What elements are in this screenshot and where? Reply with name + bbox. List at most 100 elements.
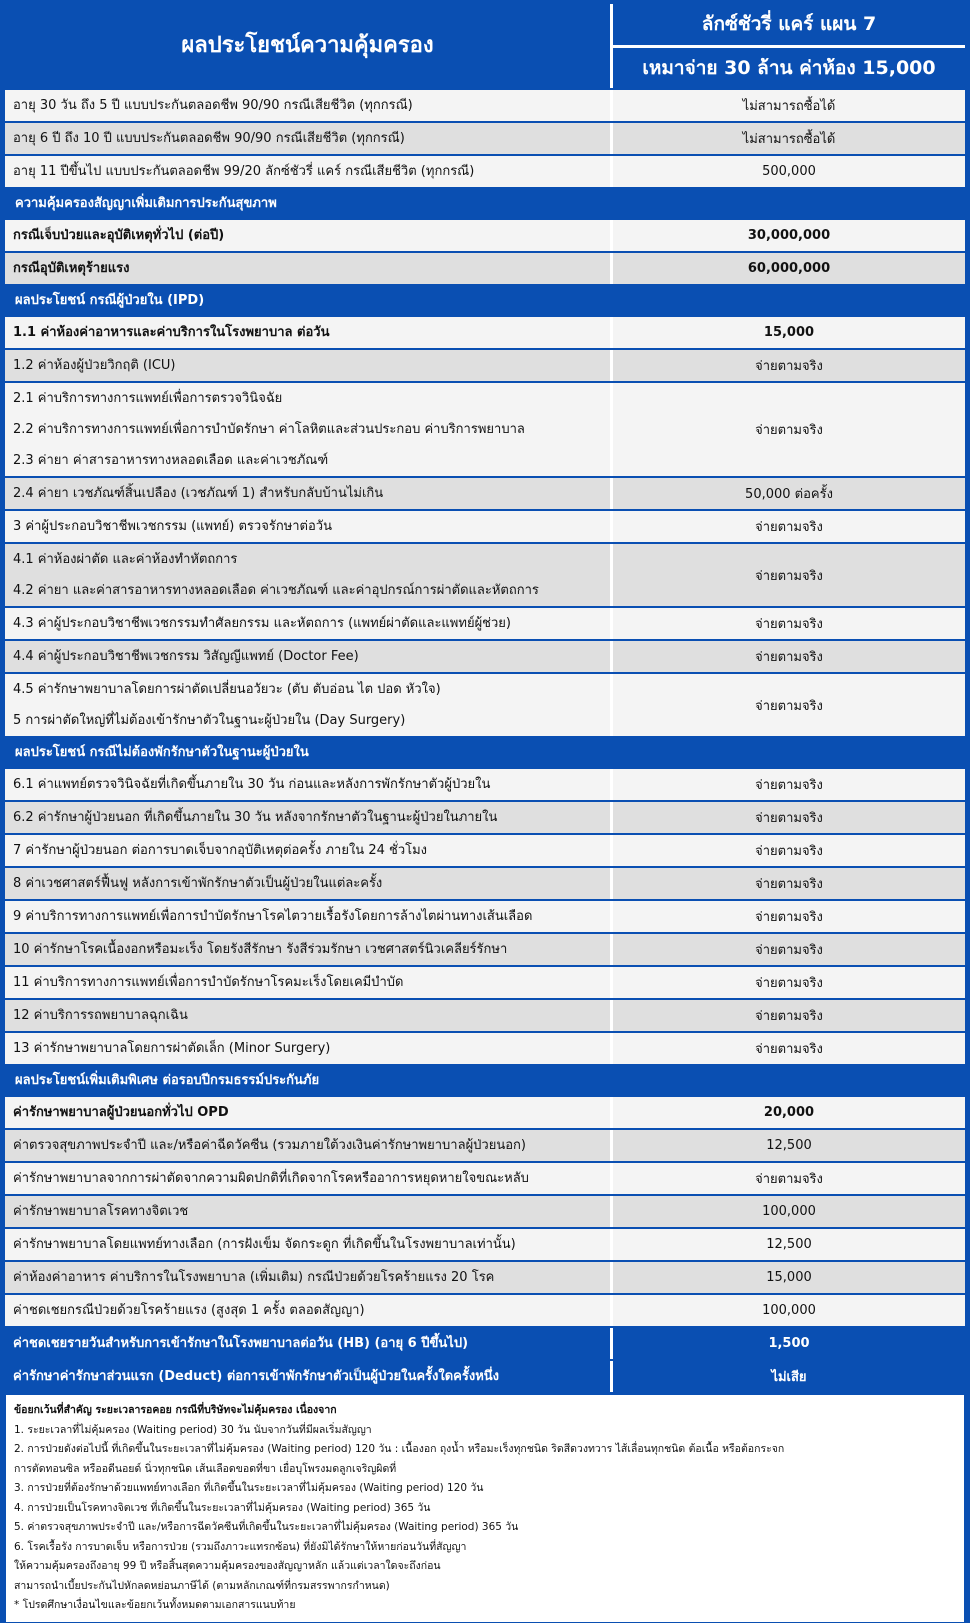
table-row: 3 ค่าผู้ประกอบวิชาชีพเวชกรรม (แพทย์) ตรว… [5, 509, 965, 542]
note-line: สามารถนำเบี้ยประกันไปหักลดหย่อนภาษีได้ (… [14, 1579, 390, 1592]
benefit-line: ค่ารักษาพยาบาลจากการผ่าตัดจากความผิดปกติ… [13, 1171, 529, 1186]
table-row: 6.2 ค่ารักษาผู้ป่วยนอก ที่เกิดขึ้นภายใน … [5, 800, 965, 833]
benefit-line: 10 ค่ารักษาโรคเนื้องอกหรือมะเร็ง โดยรังส… [13, 942, 508, 957]
benefit-value: จ่ายตามจริง [610, 1000, 965, 1031]
benefit-line: 5 การผ่าตัดใหญ่ที่ไม่ต้องเข้ารักษาตัวในฐ… [13, 713, 406, 728]
benefit-value: จ่ายตามจริง [610, 967, 965, 998]
table-row: 9 ค่าบริการทางการแพทย์เพื่อการบำบัดรักษา… [5, 899, 965, 932]
benefit-value: 15,000 [610, 317, 965, 348]
benefit-value: 100,000 [610, 1295, 965, 1326]
benefit-label: 1.2 ค่าห้องผู้ป่วยวิกฤติ (ICU) [5, 350, 610, 381]
table-row: 12 ค่าบริการรถพยาบาลฉุกเฉิน จ่ายตามจริง [5, 998, 965, 1031]
benefit-line: 13 ค่ารักษาพยาบาลโดยการผ่าตัดเล็ก (Minor… [13, 1041, 331, 1056]
benefit-line: ค่ารักษาพยาบาลโรคทางจิตเวช [13, 1204, 189, 1219]
benefit-line: 6.1 ค่าแพทย์ตรวจวินิจฉัยที่เกิดขึ้นภายใน… [13, 777, 491, 792]
note-line: 2. การป่วยดังต่อไปนี้ ที่เกิดขึ้นในระยะเ… [14, 1443, 785, 1455]
benefit-label: อายุ 11 ปีขึ้นไป แบบประกันตลอดชีพ 99/20 … [5, 156, 610, 187]
table-row: 1.2 ค่าห้องผู้ป่วยวิกฤติ (ICU) จ่ายตามจริ… [5, 348, 965, 381]
table-row: ค่ารักษาพยาบาลโดยแพทย์ทางเลือก (การฝังเข… [5, 1227, 965, 1260]
benefit-label: ค่าชดเชยกรณีป่วยด้วยโรคร้ายแรง (สูงสุด 1… [5, 1295, 610, 1326]
table-row: กรณีเจ็บป่วยและอุบัติเหตุทั่วไป (ต่อปี) 3… [5, 218, 965, 251]
benefit-line: ค่าชดเชยกรณีป่วยด้วยโรคร้ายแรง (สูงสุด 1… [13, 1303, 365, 1318]
benefit-label: 10 ค่ารักษาโรคเนื้องอกหรือมะเร็ง โดยรังส… [5, 934, 610, 965]
table-row: 1.1 ค่าห้องค่าอาหารและค่าบริการในโรงพยาบ… [5, 315, 965, 348]
section-header: ผลประโยชน์ กรณีไม่ต้องพักรักษาตัวในฐานะผ… [5, 736, 965, 767]
table-row: 4.4 ค่าผู้ประกอบวิชาชีพเวชกรรม วิสัญญีแพ… [5, 639, 965, 672]
benefit-label: กรณีอุบัติเหตุร้ายแรง [5, 253, 610, 284]
benefit-line: 11 ค่าบริการทางการแพทย์เพื่อการบำบัดรักษ… [13, 975, 404, 990]
table-row: 7 ค่ารักษาผู้ป่วยนอก ต่อการบาดเจ็บจากอุบ… [5, 833, 965, 866]
benefit-label: ค่าชดเชยรายวันสำหรับการเข้ารักษาในโรงพยา… [5, 1328, 610, 1359]
benefit-label: ค่ารักษาพยาบาลผู้ป่วยนอกทั่วไป OPD [5, 1097, 610, 1128]
benefit-label: ค่ารักษาพยาบาลจากการผ่าตัดจากความผิดปกติ… [5, 1163, 610, 1194]
section-header: ความคุ้มครองสัญญาเพิ่มเติมการประกันสุขภา… [5, 187, 965, 218]
benefit-label: 4.5 ค่ารักษาพยาบาลโดยการผ่าตัดเปลี่ยนอวั… [5, 674, 610, 736]
benefit-line: ค่าตรวจสุขภาพประจำปี และ/หรือค่าฉีดวัคซี… [13, 1138, 526, 1153]
table-row: ค่าตรวจสุขภาพประจำปี และ/หรือค่าฉีดวัคซี… [5, 1128, 965, 1161]
benefit-line: กรณีเจ็บป่วยและอุบัติเหตุทั่วไป (ต่อปี) [13, 228, 225, 243]
benefit-label: 7 ค่ารักษาผู้ป่วยนอก ต่อการบาดเจ็บจากอุบ… [5, 835, 610, 866]
table-row: ค่ารักษาค่ารักษาส่วนแรก (Deduct) ต่อการเ… [5, 1359, 965, 1392]
note-line: 4. การป่วยเป็นโรคทางจิตเวช ที่เกิดขึ้นใน… [14, 1501, 431, 1514]
benefit-line: กรณีอุบัติเหตุร้ายแรง [13, 261, 130, 276]
benefit-value: จ่ายตามจริง [610, 641, 965, 672]
benefit-label: 3 ค่าผู้ประกอบวิชาชีพเวชกรรม (แพทย์) ตรว… [5, 511, 610, 542]
benefit-line: 6.2 ค่ารักษาผู้ป่วยนอก ที่เกิดขึ้นภายใน … [13, 810, 498, 825]
benefit-label: 13 ค่ารักษาพยาบาลโดยการผ่าตัดเล็ก (Minor… [5, 1033, 610, 1064]
benefit-line: ค่ารักษาค่ารักษาส่วนแรก (Deduct) ต่อการเ… [13, 1369, 500, 1384]
benefit-value: จ่ายตามจริง [610, 544, 965, 606]
note-line: ให้ความคุ้มครองถึงอายุ 99 ปี หรือสิ้นสุด… [14, 1560, 441, 1572]
notes-title: ข้อยกเว้นที่สำคัญ ระยะเวลารอคอย กรณีที่บ… [14, 1404, 337, 1416]
benefit-label: ค่ารักษาพยาบาลโรคทางจิตเวช [5, 1196, 610, 1227]
plan-header: ลักซ์ชัวรี่ แคร์ แผน 7 เหมาจ่าย 30 ล้าน … [610, 4, 965, 88]
note-line: 3. การป่วยที่ต้องรักษาด้วยแพทย์ทางเลือก … [14, 1482, 484, 1494]
table-header: ผลประโยชน์ความคุ้มครอง ลักซ์ชัวรี่ แคร์ … [5, 0, 965, 88]
benefit-line: อายุ 6 ปี ถึง 10 ปี แบบประกันตลอดชีพ 90/… [13, 131, 405, 146]
plan-name: ลักซ์ชัวรี่ แคร์ แผน 7 [701, 13, 877, 36]
plan-subtitle: เหมาจ่าย 30 ล้าน ค่าห้อง 15,000 [613, 44, 965, 89]
benefit-value: 50,000 ต่อครั้ง [610, 478, 965, 509]
table-row: อายุ 6 ปี ถึง 10 ปี แบบประกันตลอดชีพ 90/… [5, 121, 965, 154]
benefit-line: 4.2 ค่ายา และค่าสารอาหารทางหลอดเลือด ค่า… [13, 583, 539, 598]
benefit-label: อายุ 6 ปี ถึง 10 ปี แบบประกันตลอดชีพ 90/… [5, 123, 610, 154]
benefit-label: 11 ค่าบริการทางการแพทย์เพื่อการบำบัดรักษ… [5, 967, 610, 998]
benefits-table: ผลประโยชน์ความคุ้มครอง ลักซ์ชัวรี่ แคร์ … [5, 0, 965, 1623]
table-row: ค่าชดเชยกรณีป่วยด้วยโรคร้ายแรง (สูงสุด 1… [5, 1293, 965, 1326]
benefit-line: 4.4 ค่าผู้ประกอบวิชาชีพเวชกรรม วิสัญญีแพ… [13, 649, 359, 664]
benefit-line: 4.5 ค่ารักษาพยาบาลโดยการผ่าตัดเปลี่ยนอวั… [13, 682, 441, 697]
benefit-value: จ่ายตามจริง [610, 511, 965, 542]
benefit-label: ค่ารักษาค่ารักษาส่วนแรก (Deduct) ต่อการเ… [5, 1361, 610, 1392]
benefit-value: จ่ายตามจริง [610, 350, 965, 381]
benefit-value: 60,000,000 [610, 253, 965, 284]
table-row: 4.5 ค่ารักษาพยาบาลโดยการผ่าตัดเปลี่ยนอวั… [5, 672, 965, 736]
table-row: 2.4 ค่ายา เวชภัณฑ์สิ้นเปลือง (เวชภัณฑ์ 1… [5, 476, 965, 509]
benefit-value: 12,500 [610, 1229, 965, 1260]
benefit-line: 8 ค่าเวชศาสตร์ฟื้นฟู หลังการเข้าพักรักษา… [13, 876, 383, 891]
benefit-value: จ่ายตามจริง [610, 835, 965, 866]
table-row: 8 ค่าเวชศาสตร์ฟื้นฟู หลังการเข้าพักรักษา… [5, 866, 965, 899]
benefit-value: จ่ายตามจริง [610, 1163, 965, 1194]
exclusions-notes: ข้อยกเว้นที่สำคัญ ระยะเวลารอคอย กรณีที่บ… [5, 1394, 965, 1623]
table-row: 4.3 ค่าผู้ประกอบวิชาชีพเวชกรรมทำศัลยกรรม… [5, 606, 965, 639]
table-row: กรณีอุบัติเหตุร้ายแรง 60,000,000 [5, 251, 965, 284]
benefit-value: 12,500 [610, 1130, 965, 1161]
header-title: ผลประโยชน์ความคุ้มครอง [181, 32, 434, 58]
benefit-value: จ่ายตามจริง [610, 868, 965, 899]
table-row: 10 ค่ารักษาโรคเนื้องอกหรือมะเร็ง โดยรังส… [5, 932, 965, 965]
benefit-value: จ่ายตามจริง [610, 901, 965, 932]
table-row: ค่ารักษาพยาบาลผู้ป่วยนอกทั่วไป OPD 20,000 [5, 1095, 965, 1128]
benefit-label: ค่าตรวจสุขภาพประจำปี และ/หรือค่าฉีดวัคซี… [5, 1130, 610, 1161]
benefit-label: ค่าห้องค่าอาหาร ค่าบริการในโรงพยาบาล (เพ… [5, 1262, 610, 1293]
benefit-line: 2.1 ค่าบริการทางการแพทย์เพื่อการตรวจวินิ… [13, 391, 283, 406]
benefit-value: จ่ายตามจริง [610, 1033, 965, 1064]
table-row: 13 ค่ารักษาพยาบาลโดยการผ่าตัดเล็ก (Minor… [5, 1031, 965, 1064]
note-line: 5. ค่าตรวจสุขภาพประจำปี และ/หรือการฉีดวั… [14, 1521, 519, 1533]
benefit-value: ไม่สามารถซื้อได้ [610, 90, 965, 121]
benefit-value: จ่ายตามจริง [610, 769, 965, 800]
benefit-label: 6.2 ค่ารักษาผู้ป่วยนอก ที่เกิดขึ้นภายใน … [5, 802, 610, 833]
benefit-label: 9 ค่าบริการทางการแพทย์เพื่อการบำบัดรักษา… [5, 901, 610, 932]
note-line: การตัดทอนซิล หรืออดีนอยด์ นิ่วทุกชนิด เส… [14, 1462, 397, 1475]
benefit-value: จ่ายตามจริง [610, 608, 965, 639]
benefit-value: 20,000 [610, 1097, 965, 1128]
benefit-label: 6.1 ค่าแพทย์ตรวจวินิจฉัยที่เกิดขึ้นภายใน… [5, 769, 610, 800]
